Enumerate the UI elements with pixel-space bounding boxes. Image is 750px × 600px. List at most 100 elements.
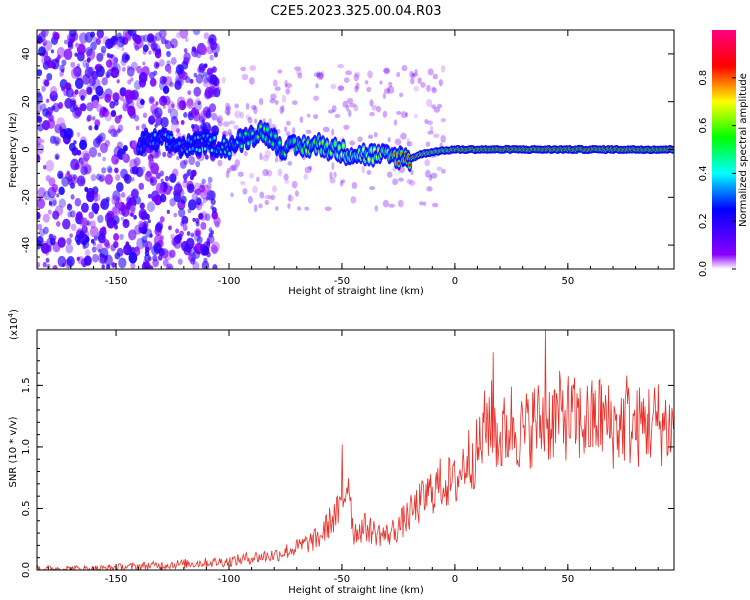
spectrogram-blob (386, 86, 390, 94)
spectrogram-xtick-label: -150 (105, 276, 128, 287)
spectrogram-ridge-core (367, 157, 371, 162)
spectrogram-blob (148, 158, 155, 166)
spectrogram-blob (88, 211, 95, 219)
spectrogram-blob (313, 114, 319, 120)
figure-title: C2E5.2023.325.00.04.R03 (270, 4, 441, 19)
spectrogram-blob (63, 39, 68, 45)
spectrogram-blob (409, 70, 414, 78)
spectrogram-blob (91, 202, 100, 213)
spectrogram-blob (198, 63, 204, 70)
spectrogram-blob (166, 209, 170, 214)
spectrogram-blob (388, 81, 393, 88)
spectrogram-ridge-core (362, 147, 365, 152)
snr-multiplier-exp: 4 (7, 312, 15, 317)
spectrogram-blob (86, 114, 92, 122)
spectrogram-blob (203, 63, 208, 68)
spectrogram-blob (366, 170, 372, 175)
spectrogram-ridge-core (198, 148, 201, 153)
spectrogram-blob (95, 85, 104, 96)
spectrogram-blob (125, 201, 132, 210)
spectrogram-blob (346, 97, 354, 105)
spectrogram-blob (96, 243, 103, 252)
spectrogram-blob (237, 171, 244, 177)
spectrogram-blob (116, 128, 121, 134)
snr-ytick-label: 0.5 (21, 501, 32, 517)
spectrogram-blob (167, 69, 172, 75)
spectrogram-blob (207, 85, 217, 98)
spectrogram-blob (182, 173, 188, 180)
spectrogram-blob (186, 169, 193, 177)
colorbar-tick-label: 0.4 (698, 165, 709, 181)
spectrogram-blob (253, 106, 258, 115)
spectrogram-blob (426, 84, 431, 93)
spectrogram-blob (131, 177, 135, 182)
spectrogram-blob (134, 196, 142, 205)
spectrogram-blob (48, 177, 56, 187)
spectrogram-blob (127, 30, 137, 37)
spectrogram-blob (353, 104, 359, 112)
spectrogram-blob (399, 92, 404, 98)
spectrogram-blob (383, 88, 390, 94)
spectrogram-blob (37, 92, 43, 105)
spectrogram-ytick-label: -20 (21, 189, 32, 205)
spectrogram-blob (274, 86, 281, 91)
spectrogram-blob (76, 43, 86, 56)
spectrogram-blob (79, 32, 88, 44)
spectrogram-blob (386, 171, 393, 178)
spectrogram-blob (140, 98, 145, 105)
spectrogram-blob (196, 197, 202, 206)
spectrogram-xtick-label: -100 (218, 276, 241, 287)
spectrogram-blob (55, 137, 62, 145)
spectrogram-blob (37, 141, 41, 148)
spectrogram-blob (55, 155, 59, 160)
spectrogram-blob (42, 213, 50, 223)
spectrogram-blob (58, 198, 66, 208)
spectrogram-blob (138, 71, 148, 84)
spectrogram-blob (350, 196, 357, 204)
spectrogram-blob (203, 257, 208, 263)
svg-text:(x104): (x104) (7, 309, 20, 340)
spectrogram-blob (127, 79, 132, 85)
spectrogram-blob (83, 152, 90, 162)
spectrogram-blob (186, 231, 191, 236)
spectrogram-blob (216, 115, 223, 124)
spectrogram-blob (76, 256, 80, 261)
spectrogram-blob (264, 199, 270, 206)
spectrogram-blob (136, 65, 143, 74)
spectrogram-blob (37, 36, 43, 44)
spectrogram-blob (198, 212, 204, 220)
spectrogram-blob (200, 222, 207, 230)
snr-xtick-label: -100 (218, 574, 241, 585)
snr-ytick-label: 0.0 (21, 562, 32, 578)
spectrogram-blob (112, 92, 120, 102)
spectrogram-blob (177, 258, 183, 265)
spectrogram-blob (210, 205, 214, 210)
spectrogram-blob (438, 79, 443, 87)
spectrogram-blob (145, 261, 149, 267)
spectrogram-blob (111, 67, 115, 72)
spectrogram-blob (66, 87, 74, 98)
spectrogram-blob (122, 99, 127, 105)
spectrogram-blob (120, 216, 124, 221)
spectrogram-xtick-label: 50 (561, 276, 574, 287)
spectrogram-blob (74, 197, 82, 207)
spectrogram-blob (221, 76, 226, 84)
spectrogram-ridge-core (259, 124, 262, 129)
spectrogram-blob (210, 244, 218, 253)
spectrogram-blob (411, 72, 416, 79)
spectrogram-blob (81, 217, 88, 227)
spectrogram-ytick-label: 20 (21, 95, 32, 108)
spectrogram-blob (96, 173, 102, 181)
spectrogram-blob (139, 202, 145, 210)
spectrogram-blob (406, 179, 413, 184)
spectrogram-blob (159, 75, 167, 85)
spectrogram-blob (96, 30, 105, 39)
spectrogram-blob (188, 155, 196, 166)
spectrogram-blob (144, 240, 153, 251)
spectrogram-blob (405, 112, 409, 118)
spectrogram-blob (85, 46, 93, 57)
spectrogram-blob (393, 119, 398, 126)
spectrogram-blob (76, 132, 81, 138)
spectrogram-blob (131, 165, 139, 175)
spectrogram-blob (337, 85, 345, 92)
